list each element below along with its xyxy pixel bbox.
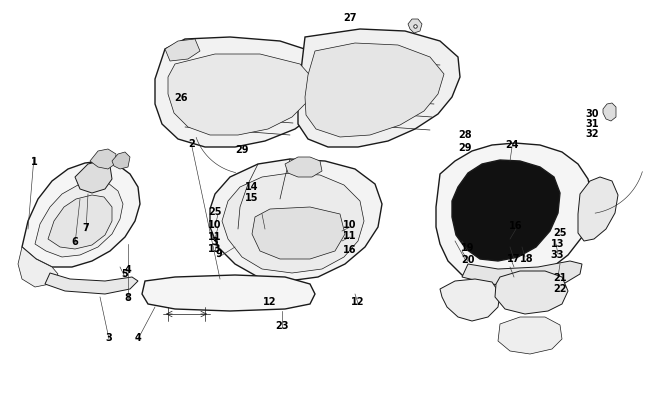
Polygon shape [305,44,444,138]
Polygon shape [155,38,335,148]
Polygon shape [440,279,500,321]
Polygon shape [462,261,582,287]
Text: 10: 10 [343,220,357,230]
Text: 31: 31 [585,119,599,129]
Text: 12: 12 [263,296,277,306]
Text: 33: 33 [551,249,564,259]
Text: 16: 16 [343,244,357,254]
Text: 20: 20 [462,254,474,264]
Polygon shape [168,55,315,136]
Text: 14: 14 [245,181,259,192]
Text: 12: 12 [351,296,365,306]
Text: 23: 23 [275,320,289,330]
Text: 16: 16 [509,220,523,230]
Text: 11: 11 [343,230,357,241]
Text: 29: 29 [235,145,249,155]
Text: 1: 1 [31,157,38,166]
Polygon shape [603,104,616,122]
Polygon shape [210,160,382,281]
Text: 2: 2 [188,139,196,149]
Polygon shape [48,196,112,249]
Polygon shape [252,207,345,259]
Text: 21: 21 [553,272,567,282]
Polygon shape [436,144,592,284]
Text: 26: 26 [174,93,188,103]
Text: 29: 29 [458,143,472,153]
Text: 19: 19 [462,243,474,252]
Polygon shape [142,275,315,311]
Text: 25: 25 [553,228,567,237]
Polygon shape [22,162,140,267]
Text: 9: 9 [216,248,222,258]
Text: 22: 22 [553,284,567,293]
Text: 3: 3 [212,237,218,246]
Text: 13: 13 [208,243,222,254]
Text: 27: 27 [343,13,357,23]
Polygon shape [35,181,123,257]
Text: 24: 24 [505,140,519,149]
Text: 15: 15 [245,192,259,202]
Polygon shape [495,271,568,314]
Text: 10: 10 [208,220,222,230]
Text: 17: 17 [507,254,521,263]
Text: 5: 5 [122,269,129,278]
Polygon shape [45,273,138,294]
Polygon shape [90,149,116,170]
Text: 28: 28 [458,130,472,140]
Polygon shape [75,162,112,194]
Text: 4: 4 [135,332,142,342]
Text: 18: 18 [520,254,534,263]
Text: 4: 4 [125,264,131,274]
Polygon shape [112,153,130,170]
Text: 25: 25 [208,207,222,216]
Polygon shape [498,317,562,354]
Text: 11: 11 [208,231,222,241]
Polygon shape [222,174,364,273]
Text: 32: 32 [585,129,599,139]
Polygon shape [408,20,422,34]
Text: 6: 6 [72,237,79,246]
Polygon shape [285,158,322,177]
Text: 13: 13 [551,239,565,248]
Polygon shape [18,247,58,287]
Text: 8: 8 [125,292,131,302]
Polygon shape [578,177,618,241]
Polygon shape [165,40,200,62]
Text: 30: 30 [585,109,599,119]
Polygon shape [298,30,460,148]
Text: 7: 7 [83,222,90,232]
Text: 3: 3 [106,332,112,342]
Polygon shape [452,161,560,261]
